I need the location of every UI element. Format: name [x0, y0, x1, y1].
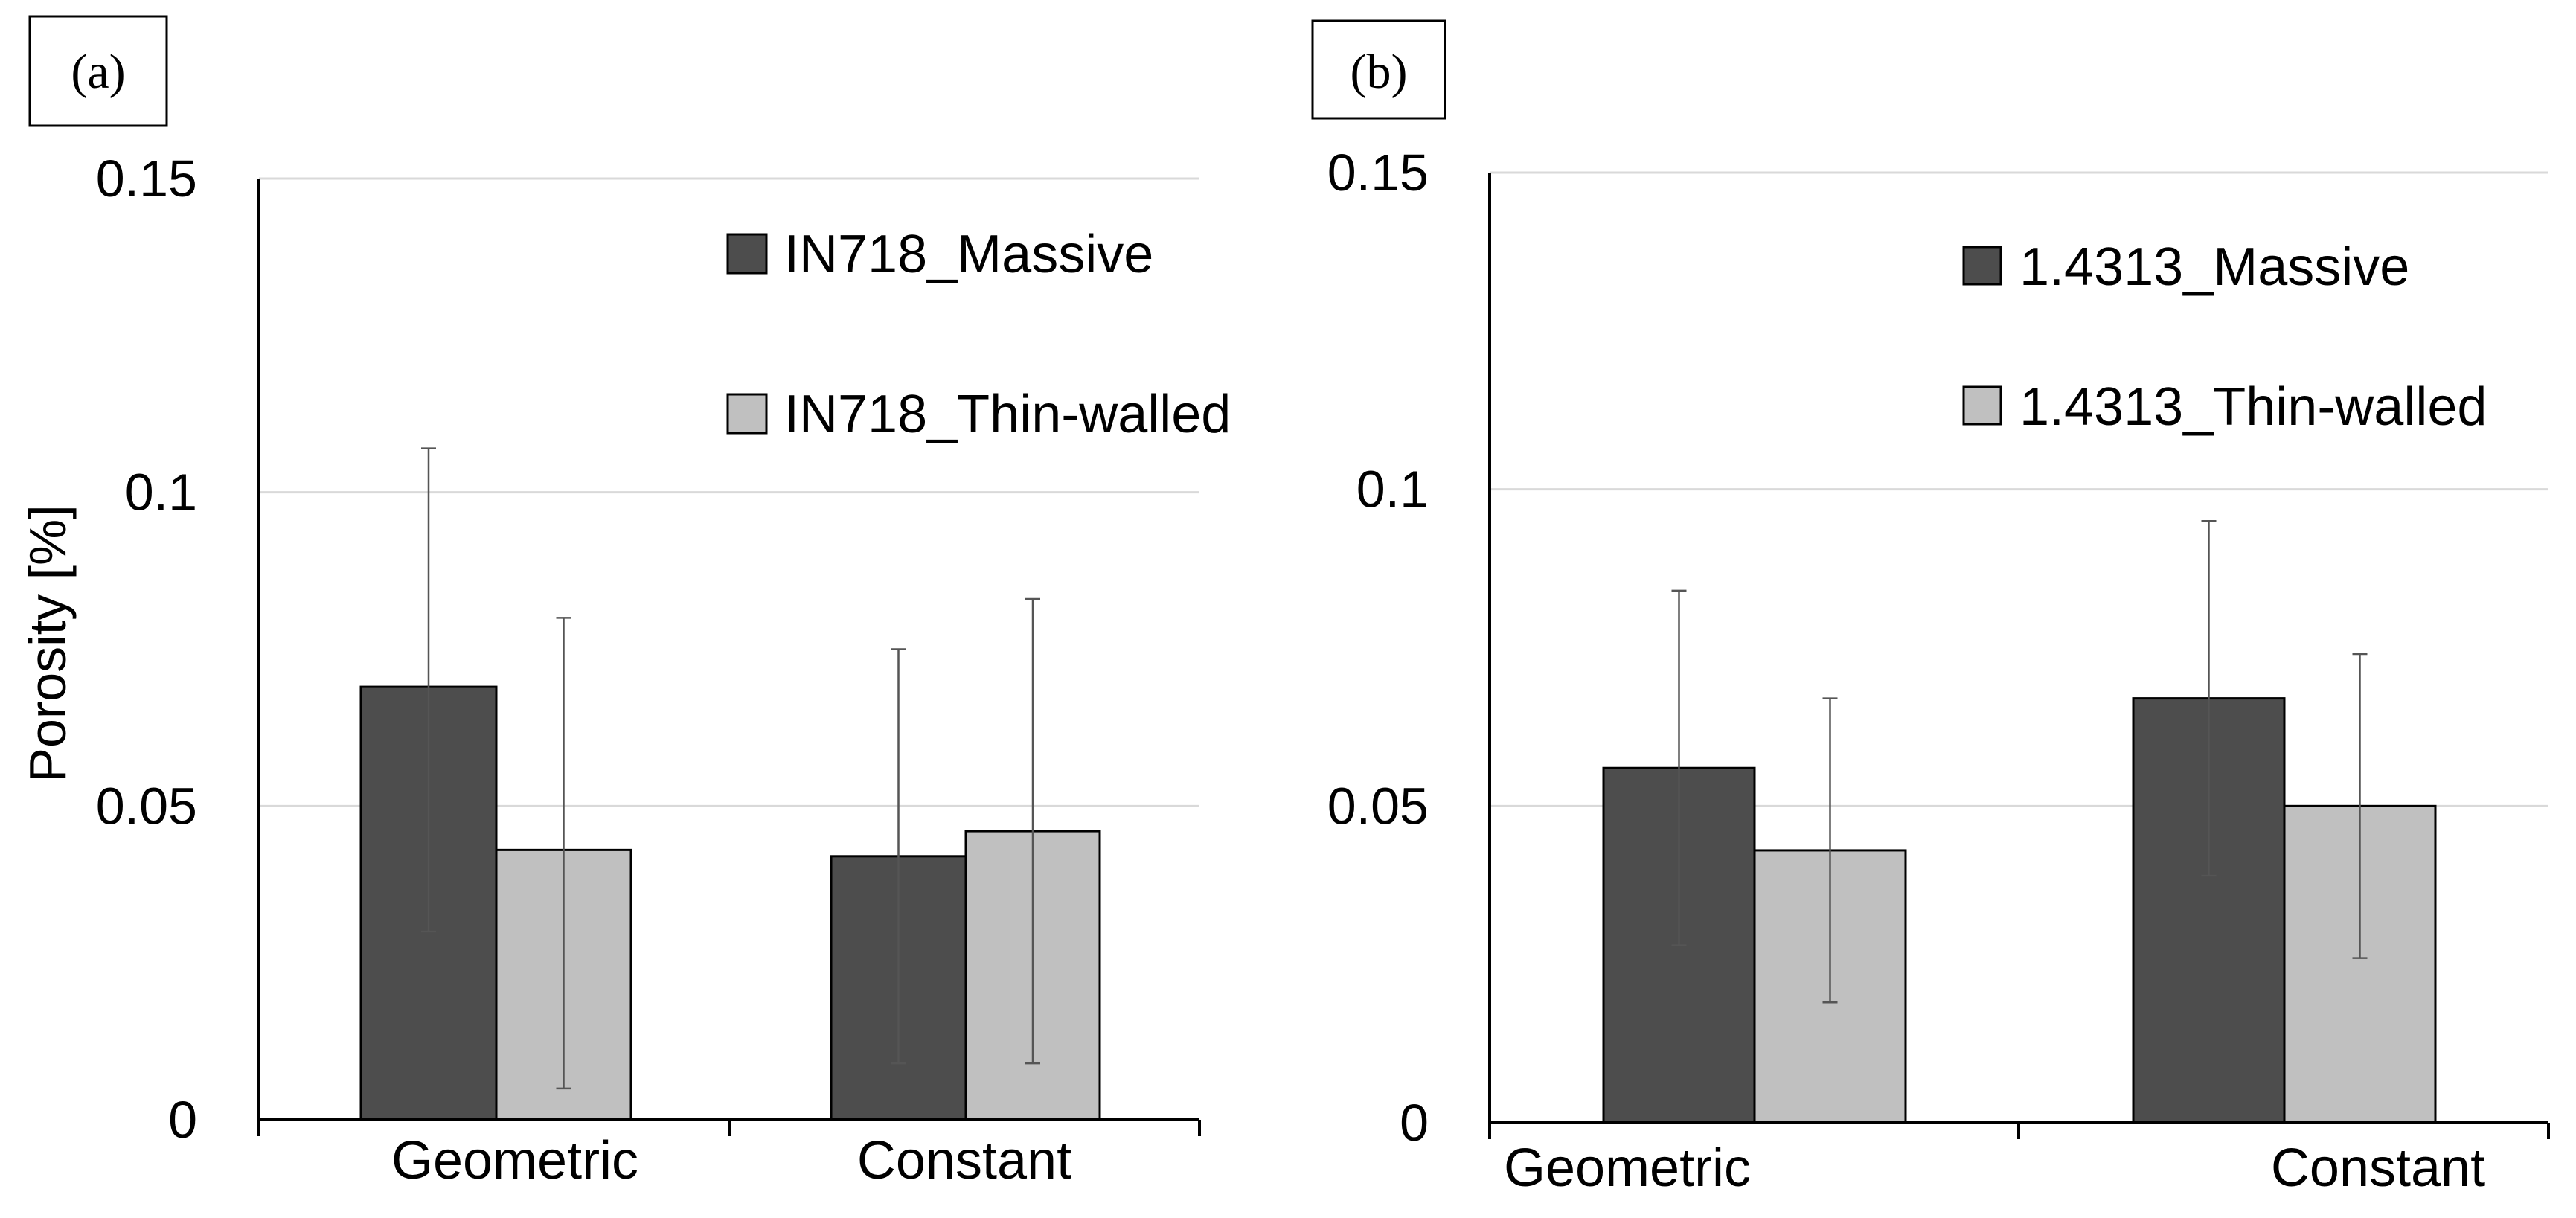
panel-a-errbar-thin-walled-geometric — [556, 617, 571, 1090]
panel-b-error-bars — [1671, 519, 2368, 1004]
panel-b-errbar-thin-walled-constant — [2352, 653, 2368, 959]
panel-b: (b) 0 0.05 0.1 0.15 — [1311, 19, 2550, 1198]
panel-b-legend-swatch-massive — [1962, 246, 2002, 286]
panel-a-x-ticks — [257, 1120, 1201, 1136]
panel-b-x-ticks — [1488, 1123, 2550, 1139]
panel-a-y-tick-0: 0 — [168, 1091, 197, 1149]
panel-b-legend-label-thin-walled: 1.4313_Thin-walled — [2019, 377, 2487, 437]
panel-a-y-tick-labels: 0 0.05 0.1 0.15 — [96, 150, 197, 1149]
panel-a-y-tick-0.1: 0.1 — [125, 464, 197, 522]
panel-b-y-tick-labels: 0 0.05 0.1 0.15 — [1327, 144, 1429, 1152]
panel-b-category-constant: Constant — [2271, 1138, 2485, 1198]
panel-a-errbar-thin-walled-constant — [1025, 597, 1040, 1065]
panel-a-errbar-massive-constant — [891, 648, 906, 1065]
panel-a-y-axis-label: Porosity [%] — [19, 504, 77, 782]
panel-a-category-geometric: Geometric — [391, 1131, 638, 1190]
panel-b-y-tick-0.05: 0.05 — [1327, 777, 1429, 835]
panel-a-legend: IN718_Massive IN718_Thin-walled — [726, 225, 1231, 444]
panel-a-label: (a) — [71, 45, 125, 99]
panel-b-y-tick-0.15: 0.15 — [1327, 144, 1429, 202]
panel-a-legend-label-massive: IN718_Massive — [784, 225, 1153, 284]
panel-b-label: (b) — [1351, 45, 1408, 99]
panel-a-category-constant: Constant — [857, 1131, 1071, 1190]
panel-b-y-tick-0: 0 — [1400, 1094, 1429, 1152]
panel-a-legend-swatch-thin-walled — [726, 393, 768, 435]
panel-a-errbar-massive-geometric — [421, 447, 436, 933]
panel-b-legend-label-massive: 1.4313_Massive — [2019, 237, 2409, 297]
panel-a-y-tick-0.15: 0.15 — [96, 150, 197, 208]
panel-b-bars — [1602, 697, 2437, 1124]
panel-a: (a) Porosity [%] 0 0.05 0.1 0.15 — [19, 15, 1231, 1190]
panel-a-error-bars — [421, 447, 1040, 1090]
panel-a-legend-swatch-massive — [726, 233, 768, 275]
panel-a-label-box — [28, 15, 168, 127]
panel-a-legend-label-thin-walled: IN718_Thin-walled — [784, 385, 1231, 444]
panel-b-y-tick-0.1: 0.1 — [1356, 461, 1429, 519]
panel-b-errbar-massive-geometric — [1671, 589, 1687, 946]
panel-b-legend-swatch-thin-walled — [1962, 385, 2002, 426]
panel-b-label-box — [1311, 19, 1446, 120]
panel-b-category-geometric: Geometric — [1504, 1138, 1751, 1198]
panel-b-legend: 1.4313_Massive 1.4313_Thin-walled — [1962, 237, 2487, 437]
panel-b-errbar-massive-constant — [2201, 519, 2217, 877]
panel-b-errbar-thin-walled-geometric — [1822, 697, 1838, 1004]
panel-a-y-tick-0.05: 0.05 — [96, 777, 197, 835]
panel-a-bars — [359, 685, 1101, 1121]
